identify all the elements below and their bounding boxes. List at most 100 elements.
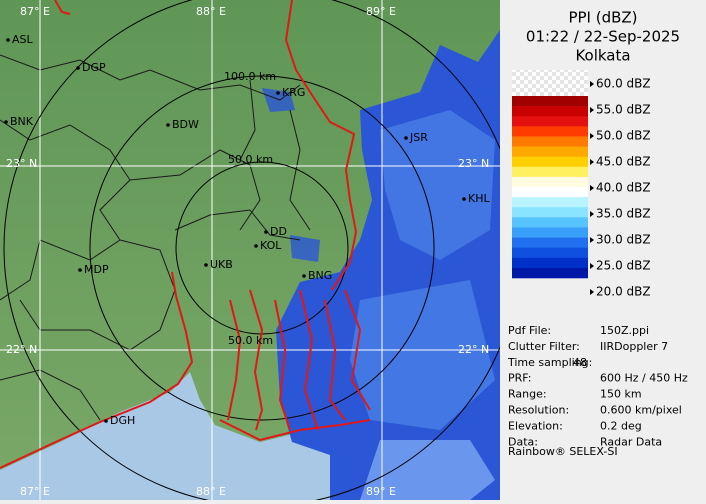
place-marker [78, 268, 82, 272]
legend-label: 25.0 dBZ [596, 259, 651, 273]
place-label: KRG [282, 86, 305, 99]
info-label: Data: [508, 435, 538, 448]
lon-label: 87° E [20, 5, 50, 18]
info-label: Time sampling: [507, 356, 592, 369]
legend-arrow [590, 237, 594, 243]
place-label: UKB [210, 258, 233, 271]
lat-label: 22° N [458, 343, 489, 356]
info-value: 0.600 km/pixel [600, 404, 682, 417]
range-label: 100.0 km [224, 70, 276, 83]
legend-arrow [590, 289, 594, 295]
legend-swatch [512, 156, 588, 168]
legend-swatch [512, 227, 588, 238]
radar-echo [262, 88, 320, 262]
place-label: ASL [12, 33, 34, 46]
legend-swatch [512, 106, 588, 117]
place-label: DGH [110, 414, 135, 427]
place-label: KHL [468, 192, 490, 205]
place-label: BDW [172, 118, 199, 131]
legend-swatch [512, 187, 588, 198]
legend-label: 50.0 dBZ [596, 129, 651, 143]
info-value: 150Z.ppi [600, 324, 649, 337]
place-marker [276, 91, 280, 95]
sea [0, 372, 330, 500]
info-value: Radar Data [600, 435, 662, 448]
legend-arrow [590, 211, 594, 217]
panel-time: 01:22 / 22-Sep-2025 [526, 28, 680, 46]
lat-label: 23° N [6, 157, 37, 170]
info-label: PRF: [508, 372, 531, 385]
place-marker [264, 230, 268, 234]
legend-label: 35.0 dBZ [596, 207, 651, 221]
info-value: 150 km [600, 388, 642, 401]
radar-echo-light [350, 280, 495, 430]
legend-swatch [512, 217, 588, 228]
legend-swatch [512, 257, 588, 269]
legend-label: 45.0 dBZ [596, 155, 651, 169]
info-label: Pdf File: [508, 324, 551, 337]
info-value: 0.2 deg [600, 419, 642, 432]
place-label: BNG [308, 269, 332, 282]
lon-label: 88° E [196, 5, 226, 18]
place-label: MDP [84, 263, 109, 276]
lat-label: 23° N [458, 157, 489, 170]
radar-echo-light [360, 440, 495, 500]
info-panel: PPI (dBZ) 01:22 / 22-Sep-2025 Kolkata Ra… [507, 9, 688, 459]
legend-swatch [512, 116, 588, 127]
legend-swatch [512, 176, 588, 188]
range-label: 50.0 km [228, 153, 273, 166]
place-label: DGP [82, 61, 106, 74]
radar-echo-light [380, 110, 495, 260]
place-label: KOL [260, 239, 282, 252]
legend-swatch [512, 207, 588, 218]
place-marker [104, 419, 108, 423]
info-label: Elevation: [508, 419, 563, 432]
lon-label: 89° E [366, 5, 396, 18]
legend-label: 30.0 dBZ [596, 233, 651, 247]
legend-swatch [512, 126, 588, 137]
legend-arrow [590, 159, 594, 165]
legend-arrow [590, 81, 594, 87]
place-label: JSR [409, 131, 428, 144]
legend-swatch [512, 146, 588, 157]
legend-empty [512, 70, 588, 96]
lon-label: 88° E [196, 485, 226, 498]
place-marker [302, 274, 306, 278]
legend-arrow [590, 107, 594, 113]
place-marker [6, 38, 10, 42]
info-label: Clutter Filter: [508, 340, 580, 353]
lat-label: 22° N [6, 343, 37, 356]
legend-label: 55.0 dBZ [596, 103, 651, 117]
legend-swatch [512, 237, 588, 248]
place-marker [462, 197, 466, 201]
place-label: BNK [10, 115, 34, 128]
lon-label: 89° E [366, 485, 396, 498]
legend-arrow [590, 263, 594, 269]
legend-label: 60.0 dBZ [596, 77, 651, 91]
legend-swatch [512, 267, 588, 279]
info-label: Resolution: [508, 404, 569, 417]
panel-title: PPI (dBZ) [568, 9, 637, 27]
borders-red [0, 0, 371, 469]
place-marker [254, 244, 258, 248]
info-value: 600 Hz / 450 Hz [600, 372, 688, 385]
legend-swatch [512, 96, 588, 107]
legend-swatch [512, 166, 588, 178]
info-value: IIRDoppler 7 [600, 340, 668, 353]
info-label: Range: [508, 388, 547, 401]
lon-label: 87° E [20, 485, 50, 498]
place-marker [204, 263, 208, 267]
legend-arrow [590, 133, 594, 139]
info-value: 48 [573, 356, 587, 369]
legend-swatch [512, 197, 588, 208]
place-marker [76, 66, 80, 70]
map [0, 0, 500, 500]
range-label: 50.0 km [228, 334, 273, 347]
district-borders [0, 54, 311, 421]
legend-label: 20.0 dBZ [596, 285, 651, 299]
legend-swatch [512, 136, 588, 147]
place-marker [166, 123, 170, 127]
legend-label: 40.0 dBZ [596, 181, 651, 195]
